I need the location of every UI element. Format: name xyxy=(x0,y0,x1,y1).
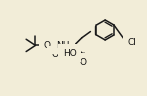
Text: NH: NH xyxy=(57,41,70,50)
Text: Cl: Cl xyxy=(128,38,137,47)
Text: O: O xyxy=(51,50,58,59)
Text: O: O xyxy=(79,58,86,67)
Text: O: O xyxy=(44,41,51,50)
Text: HO: HO xyxy=(63,49,76,58)
